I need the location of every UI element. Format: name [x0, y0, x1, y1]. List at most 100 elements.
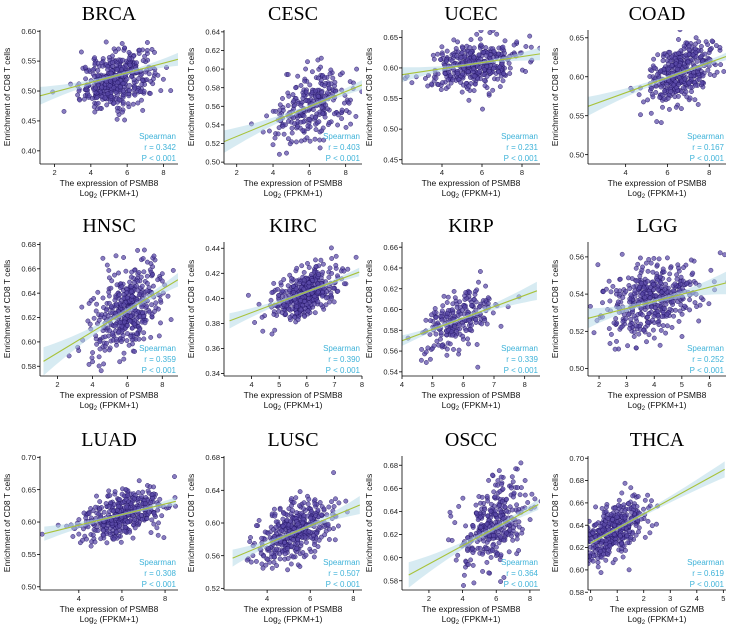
data-point	[423, 317, 429, 323]
data-point	[118, 539, 124, 545]
data-point	[144, 40, 150, 45]
data-point	[477, 65, 483, 71]
data-point	[610, 283, 616, 289]
data-point	[290, 508, 295, 513]
data-point	[140, 256, 146, 261]
data-point	[131, 321, 137, 327]
data-point	[656, 256, 662, 262]
data-point	[285, 72, 291, 77]
data-point	[690, 270, 696, 276]
stat-r-value: r = 0.359	[144, 355, 176, 364]
data-point	[660, 58, 666, 64]
data-point	[665, 323, 670, 329]
data-point	[284, 150, 289, 156]
data-point	[110, 59, 115, 65]
data-point	[698, 54, 704, 60]
data-point	[588, 518, 592, 524]
data-point	[113, 90, 119, 95]
data-point	[281, 277, 287, 282]
data-point	[636, 525, 642, 531]
data-point	[354, 66, 359, 72]
data-point	[297, 489, 303, 494]
y-axis-label: Enrichment of CD8 T cells	[550, 260, 560, 358]
data-point	[153, 300, 159, 306]
stat-r-value: r = 0.342	[144, 143, 176, 152]
y-tick-label: 0.38	[205, 319, 220, 328]
x-tick-label: 8	[163, 594, 167, 603]
y-tick-label: 0.68	[205, 453, 220, 462]
data-point	[303, 552, 309, 558]
data-point	[326, 537, 332, 542]
data-point	[159, 278, 165, 284]
data-point	[150, 283, 156, 289]
data-point	[442, 71, 448, 76]
data-point	[452, 295, 458, 301]
data-point	[136, 270, 142, 275]
stat-method: Spearman	[139, 132, 176, 141]
data-point	[484, 493, 490, 499]
data-point	[466, 562, 471, 567]
data-point	[86, 361, 92, 367]
data-point	[447, 73, 453, 79]
data-point	[447, 509, 453, 515]
data-point	[304, 135, 310, 141]
data-point	[303, 89, 309, 95]
data-point	[486, 91, 492, 97]
data-point	[244, 557, 250, 563]
data-point	[627, 325, 633, 331]
data-point	[88, 506, 94, 511]
data-point	[628, 535, 634, 540]
data-point	[328, 67, 334, 73]
confidence-band	[44, 497, 176, 541]
panel-title: CESC	[268, 3, 318, 25]
data-point	[127, 529, 133, 535]
data-point	[456, 347, 462, 353]
data-point	[310, 107, 316, 113]
data-point	[600, 289, 606, 295]
data-point	[645, 492, 650, 498]
data-point	[696, 39, 702, 45]
data-point	[283, 311, 289, 317]
data-point	[645, 320, 651, 325]
data-point	[115, 80, 121, 85]
data-point	[107, 275, 112, 281]
data-point	[595, 560, 601, 565]
data-point	[153, 305, 159, 310]
data-point	[151, 510, 157, 516]
data-point	[298, 307, 304, 313]
data-point	[504, 508, 510, 514]
data-point	[335, 523, 341, 529]
data-point	[132, 92, 138, 98]
data-point	[127, 279, 133, 285]
stat-p-value: P < 0.001	[690, 580, 725, 589]
data-point	[669, 324, 675, 330]
data-point	[582, 534, 586, 538]
data-point	[94, 341, 100, 347]
data-point	[289, 496, 294, 501]
data-point	[81, 526, 86, 532]
data-point	[307, 82, 313, 88]
data-point	[514, 531, 519, 537]
data-point	[346, 100, 352, 106]
data-point	[120, 57, 126, 63]
data-point	[455, 39, 460, 45]
y-axis-label: Enrichment of CD8 T cells	[2, 48, 12, 146]
data-point	[108, 70, 114, 76]
data-point	[294, 304, 299, 310]
data-point	[298, 540, 304, 546]
data-point	[256, 518, 262, 523]
data-point	[687, 95, 693, 101]
data-point	[432, 306, 438, 311]
data-point	[339, 116, 344, 122]
data-point	[129, 288, 135, 294]
data-point	[156, 333, 162, 339]
x-axis-label: The expression of GZMB	[610, 604, 705, 614]
x-tick-label: 4	[77, 594, 81, 603]
regression-line	[229, 271, 360, 322]
data-point	[124, 295, 130, 301]
data-point	[103, 307, 109, 313]
data-point	[439, 308, 445, 314]
data-point	[433, 315, 439, 320]
data-point	[124, 76, 130, 82]
